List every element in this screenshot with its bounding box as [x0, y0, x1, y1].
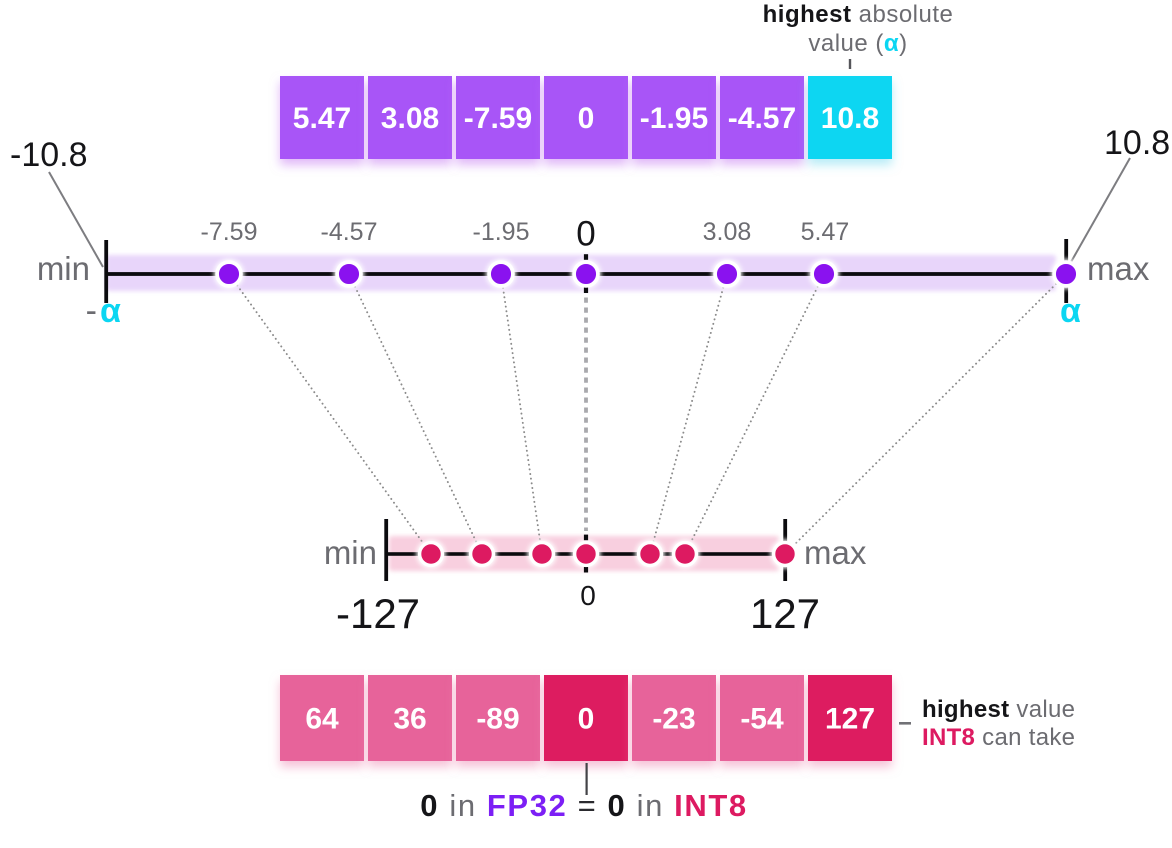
- svg-text:max: max: [804, 534, 867, 571]
- svg-text:value (α): value (α): [808, 30, 907, 57]
- svg-text:36: 36: [393, 703, 426, 736]
- svg-text:-7.59: -7.59: [201, 218, 258, 246]
- svg-text:10.8: 10.8: [821, 102, 879, 135]
- svg-text:α: α: [1060, 292, 1081, 330]
- svg-text:3.08: 3.08: [703, 218, 752, 246]
- svg-text:0: 0: [576, 215, 595, 254]
- svg-text:5.47: 5.47: [801, 218, 850, 246]
- svg-text:min: min: [324, 534, 377, 571]
- svg-text:64: 64: [305, 703, 339, 736]
- svg-text:-: -: [86, 292, 97, 330]
- svg-text:min: min: [37, 250, 90, 287]
- svg-text:0: 0: [578, 703, 595, 736]
- svg-text:-89: -89: [476, 703, 519, 736]
- svg-text:5.47: 5.47: [293, 102, 351, 135]
- svg-text:-1.95: -1.95: [640, 102, 708, 135]
- svg-text:-4.57: -4.57: [728, 102, 796, 135]
- svg-text:3.08: 3.08: [381, 102, 439, 135]
- svg-text:INT8 can take: INT8 can take: [922, 724, 1075, 751]
- svg-text:127: 127: [750, 590, 820, 637]
- svg-text:0: 0: [578, 102, 595, 135]
- svg-text:-1.95: -1.95: [473, 218, 530, 246]
- svg-text:-10.8: -10.8: [10, 136, 88, 174]
- svg-text:-4.57: -4.57: [321, 218, 378, 246]
- svg-text:0 in FP32 = 0 in INT8: 0 in FP32 = 0 in INT8: [420, 788, 747, 823]
- svg-text:-127: -127: [336, 590, 420, 637]
- svg-text:0: 0: [580, 580, 596, 611]
- svg-text:max: max: [1087, 250, 1150, 287]
- svg-text:-54: -54: [740, 703, 784, 736]
- svg-text:highest value: highest value: [922, 696, 1075, 723]
- svg-text:highest absolute: highest absolute: [763, 1, 954, 28]
- svg-text:-23: -23: [652, 703, 695, 736]
- svg-text:127: 127: [825, 703, 875, 736]
- svg-text:-7.59: -7.59: [464, 102, 532, 135]
- svg-text:10.8: 10.8: [1104, 124, 1170, 162]
- svg-text:α: α: [100, 292, 121, 330]
